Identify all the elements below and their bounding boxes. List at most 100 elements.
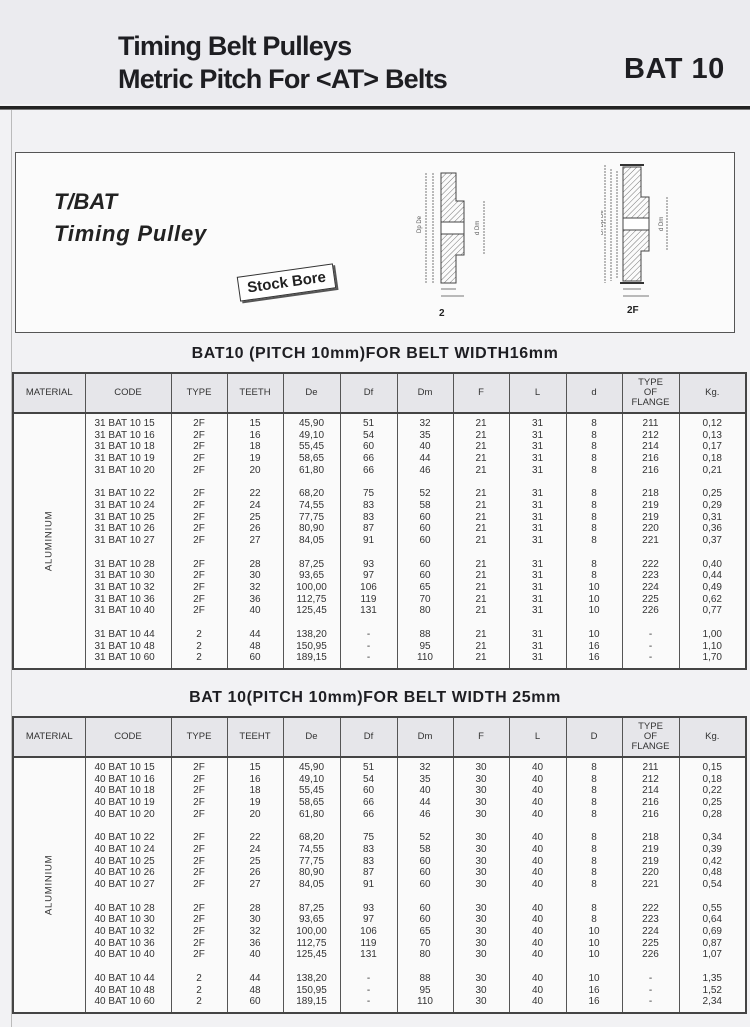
cell-kg: 0,22 — [678, 785, 747, 798]
cell-type: 2F — [170, 523, 228, 536]
cell-code: 31 BAT 10 44 — [84, 628, 172, 641]
cell-df: - — [339, 652, 398, 665]
cell-bore: 10 — [565, 937, 623, 950]
cell-flange: 211 — [621, 762, 680, 774]
cell-flange: 224 — [621, 582, 680, 594]
table-row: 31 BAT 10 27 2F 27 84,05 91 60 21 31 8 221 0,37 — [13, 535, 747, 547]
cell-type: 2 — [170, 640, 228, 653]
cell-type: 2F — [170, 558, 228, 571]
cell-dm: 35 — [396, 773, 454, 786]
cell-flange: 221 — [621, 879, 680, 891]
cell-flange: 212 — [621, 773, 680, 786]
cell-flange: 226 — [621, 949, 680, 962]
cell-f: 30 — [452, 879, 510, 891]
cell-kg: 0,13 — [678, 429, 747, 442]
cell-l: 31 — [508, 418, 567, 430]
cell-de: 55,45 — [282, 785, 341, 798]
cell-f: 21 — [452, 511, 510, 524]
cell-de: 58,65 — [282, 453, 341, 465]
cell-type: 2F — [170, 914, 228, 927]
cell-df: - — [339, 628, 398, 641]
cell-kg: 1,07 — [678, 949, 747, 962]
cell-l: 31 — [508, 453, 567, 465]
cell-kg: 0,37 — [678, 535, 747, 547]
cell-kg: 1,70 — [678, 652, 747, 665]
cell-kg: 0,15 — [678, 762, 747, 774]
cell-df: 83 — [339, 855, 398, 868]
cell-type: 2F — [170, 535, 228, 547]
cell-teeth: 25 — [226, 855, 284, 868]
cell-l: 40 — [508, 914, 567, 927]
cell-bore: 8 — [565, 441, 623, 454]
cell-de: 80,90 — [282, 867, 341, 880]
cell-flange: 220 — [621, 867, 680, 880]
cell-teeth: 40 — [226, 605, 284, 618]
cell-flange: 216 — [621, 464, 680, 477]
material-label: ALUMINIUM — [43, 854, 55, 916]
cell-l: 40 — [508, 808, 567, 821]
material-cell: ALUMINIUM — [12, 413, 86, 670]
cell-kg: 1,00 — [678, 628, 747, 641]
cell-f: 30 — [452, 926, 510, 938]
cell-flange: 212 — [621, 429, 680, 442]
cell-type: 2F — [170, 464, 228, 477]
cell-type: 2F — [170, 582, 228, 594]
cell-teeth: 19 — [226, 453, 284, 465]
cell-bore: 8 — [565, 855, 623, 868]
cell-dm: 60 — [396, 914, 454, 927]
cell-bore: 10 — [565, 593, 623, 606]
cell-teeth: 24 — [226, 500, 284, 512]
material-cell: ALUMINIUM — [12, 757, 86, 1014]
column-header-kg: Kg. — [678, 372, 747, 414]
cell-teeth: 22 — [226, 488, 284, 501]
cell-type: 2 — [170, 972, 228, 985]
table-row: 31 BAT 10 26 2F 26 80,90 87 60 21 31 8 220 0,36 — [13, 523, 747, 536]
cell-dm: 32 — [396, 418, 454, 430]
cell-de: 68,20 — [282, 488, 341, 501]
product-title: T/BAT — [54, 189, 118, 214]
column-header-code: CODE — [84, 716, 172, 758]
cell-bore: 10 — [565, 972, 623, 985]
cell-df: 97 — [339, 914, 398, 927]
cell-f: 30 — [452, 914, 510, 927]
cell-f: 21 — [452, 582, 510, 594]
cell-bore: 8 — [565, 500, 623, 512]
cell-l: 40 — [508, 902, 567, 915]
stock-bore-label: Stock Bore — [236, 263, 337, 302]
cell-bore: 8 — [565, 464, 623, 477]
cell-l: 40 — [508, 762, 567, 774]
cell-type: 2 — [170, 996, 228, 1009]
cell-flange: 214 — [621, 785, 680, 798]
cell-type: 2 — [170, 652, 228, 665]
cell-flange: - — [621, 628, 680, 641]
cell-code: 31 BAT 10 16 — [84, 429, 172, 442]
cell-l: 31 — [508, 523, 567, 536]
cell-bore: 10 — [565, 926, 623, 938]
cell-dm: 60 — [396, 879, 454, 891]
cell-de: 87,25 — [282, 558, 341, 571]
cell-flange: 223 — [621, 914, 680, 927]
cell-kg: 0,28 — [678, 808, 747, 821]
column-header-l: L — [508, 716, 567, 758]
cell-code: 40 BAT 10 30 — [84, 914, 172, 927]
column-header-f: F — [452, 716, 510, 758]
cell-code: 40 BAT 10 27 — [84, 879, 172, 891]
cell-teeth: 19 — [226, 797, 284, 809]
cell-teeth: 24 — [226, 844, 284, 856]
material-label: ALUMINIUM — [43, 510, 55, 572]
cell-de: 68,20 — [282, 832, 341, 845]
cell-type: 2 — [170, 984, 228, 997]
cell-bore: 8 — [565, 453, 623, 465]
cell-dm: 60 — [396, 511, 454, 524]
product-subtitle: Timing Pulley — [54, 221, 208, 246]
cell-l: 31 — [508, 570, 567, 583]
svg-text:d Dm: d Dm — [475, 221, 481, 235]
title-line-2: Metric Pitch For <AT> Belts — [118, 64, 448, 94]
cell-code: 31 BAT 10 22 — [84, 488, 172, 501]
cell-kg: 0,39 — [678, 844, 747, 856]
cell-bore: 8 — [565, 844, 623, 856]
cell-type: 2F — [170, 832, 228, 845]
table-1-title: BAT10 (PITCH 10mm)FOR BELT WIDTH16mm — [191, 345, 559, 362]
cell-kg: 0,64 — [678, 914, 747, 927]
table-row: 31 BAT 10 22 2F 22 68,20 75 52 21 31 8 218 0,25 — [13, 488, 747, 501]
